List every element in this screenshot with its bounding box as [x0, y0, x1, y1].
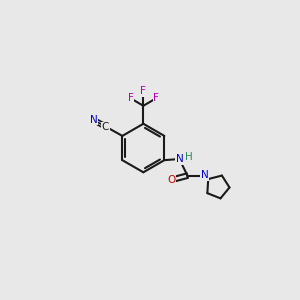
Text: F: F	[140, 86, 146, 96]
Text: H: H	[185, 152, 193, 162]
Text: N: N	[201, 170, 208, 180]
Text: F: F	[153, 93, 159, 103]
Text: C: C	[102, 122, 109, 132]
Text: N: N	[90, 115, 97, 125]
Text: O: O	[167, 175, 176, 185]
Text: F: F	[128, 93, 134, 103]
Text: N: N	[176, 154, 183, 164]
